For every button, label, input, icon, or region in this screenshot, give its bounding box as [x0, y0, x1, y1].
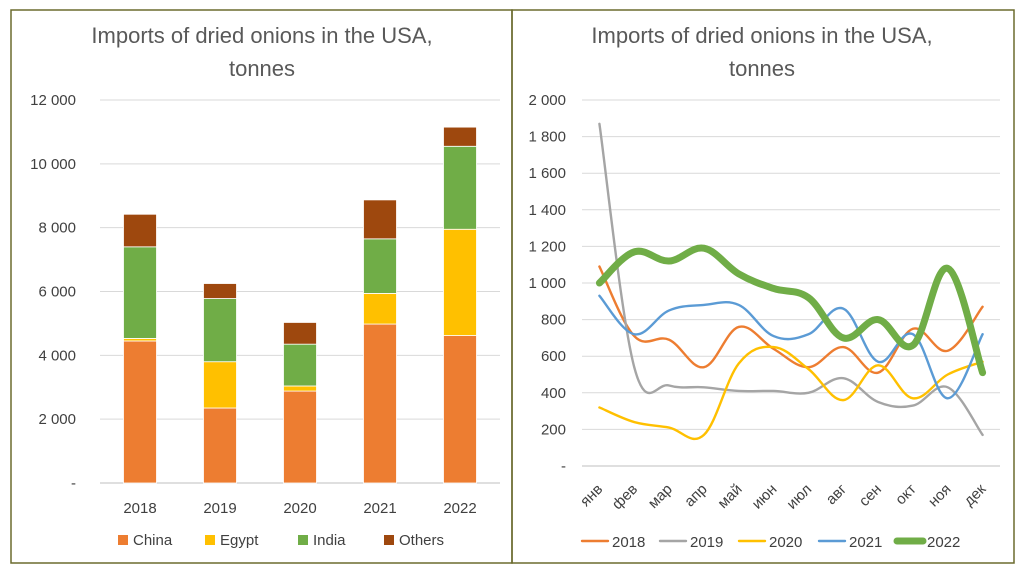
line-series-2022 [595, 244, 987, 377]
bar-y-tick-label: 12 000 [30, 92, 76, 109]
line-legend-label-2021: 2021 [849, 534, 882, 551]
line-series-2018 [598, 265, 984, 374]
bar-x-tick-label: 2021 [363, 500, 396, 517]
line-y-tick-label: 400 [541, 385, 566, 402]
line-y-tick-label: 600 [541, 348, 566, 365]
bar-segment-egypt [363, 293, 397, 325]
bar-chart-frame [10, 9, 513, 564]
bar-segment-china [283, 390, 317, 484]
line-chart-frame [511, 9, 1015, 564]
line-x-tick-label: мар [645, 481, 676, 512]
bar-x-tick-label: 2018 [123, 500, 156, 517]
bar-segment-india [363, 238, 397, 294]
line-x-tick-label: июл [783, 481, 815, 513]
line-legend-label-2020: 2020 [769, 534, 802, 551]
line-x-tick-label: май [714, 481, 745, 512]
bar-segment-india [443, 145, 477, 230]
line-y-tick-label: 1 000 [528, 275, 566, 292]
bar-segment-china [123, 340, 157, 484]
bar-legend-swatch-india [298, 535, 308, 545]
bar-y-tick-label: - [71, 475, 76, 492]
bar-segment-china [443, 335, 477, 484]
line-x-tick-label: июн [749, 481, 781, 513]
bar-legend-swatch-others [384, 535, 394, 545]
bar-legend-label-india: India [313, 532, 346, 549]
bar-segment-egypt [283, 385, 317, 392]
line-legend-label-2019: 2019 [690, 534, 723, 551]
line-x-tick-label: янв [577, 481, 606, 510]
line-chart-title-line-1: Imports of dried onions in the USA, [591, 23, 932, 48]
bar-segment-others [123, 213, 157, 248]
line-y-tick-label: 200 [541, 421, 566, 438]
bar-x-tick-label: 2019 [203, 500, 236, 517]
bar-legend-label-egypt: Egypt [220, 532, 259, 549]
bar-chart: - 2 000 4 000 6 000 8 000 10 000 12 000 2018 201… [30, 92, 500, 549]
line-y-tick-label: 1 200 [528, 238, 566, 255]
bar-legend-label-china: China [133, 532, 173, 549]
bar-segment-others [363, 199, 397, 240]
bar-chart-title-line-1: Imports of dried onions in the USA, [91, 23, 432, 48]
line-x-tick-label: авг [823, 480, 851, 508]
bar-segment-india [283, 343, 317, 387]
bar-legend-swatch-china [118, 535, 128, 545]
line-series-2019 [598, 122, 984, 437]
bar-segment-china [203, 407, 237, 484]
line-series-2020 [598, 345, 984, 441]
line-legend-label-2018: 2018 [612, 534, 645, 551]
line-y-tick-label: - [561, 458, 566, 475]
line-series-2021 [598, 294, 984, 400]
bar-x-tick-label: 2022 [443, 500, 476, 517]
line-x-tick-label: ноя [925, 481, 955, 511]
bar-legend-label-others: Others [399, 532, 444, 549]
bar-segment-others [203, 283, 237, 299]
bar-y-tick-label: 10 000 [30, 156, 76, 173]
bar-segment-egypt [203, 361, 237, 409]
bar-y-tick-label: 4 000 [38, 347, 76, 364]
line-y-tick-label: 800 [541, 312, 566, 329]
line-y-tick-label: 2 000 [528, 92, 566, 109]
line-legend-label-2022: 2022 [927, 534, 960, 551]
bar-chart-title-line-2: tonnes [229, 56, 295, 81]
line-chart-title-line-2: tonnes [729, 56, 795, 81]
bar-segment-india [123, 246, 157, 339]
line-y-tick-label: 1 400 [528, 202, 566, 219]
bar-segment-others [283, 322, 317, 345]
bar-segment-others [443, 126, 477, 147]
line-x-tick-label: апр [681, 481, 711, 511]
line-x-tick-label: фев [609, 481, 641, 513]
line-x-tick-label: окт [892, 481, 920, 509]
line-y-tick-label: 1 800 [528, 129, 566, 146]
bar-segment-india [203, 298, 237, 363]
line-y-tick-label: 1 600 [528, 165, 566, 182]
bar-segment-egypt [443, 228, 477, 336]
line-x-tick-label: сен [856, 481, 885, 510]
bar-segment-china [363, 323, 397, 484]
bar-y-tick-label: 6 000 [38, 284, 76, 301]
line-x-tick-label: дек [961, 481, 990, 510]
bar-y-tick-label: 2 000 [38, 411, 76, 428]
line-chart: - 200 400 600 800 1 000 1 200 1 400 1 600 1 800 2 … [528, 92, 1000, 551]
bar-y-tick-label: 8 000 [38, 220, 76, 237]
bar-legend-swatch-egypt [205, 535, 215, 545]
bar-x-tick-label: 2020 [283, 500, 316, 517]
